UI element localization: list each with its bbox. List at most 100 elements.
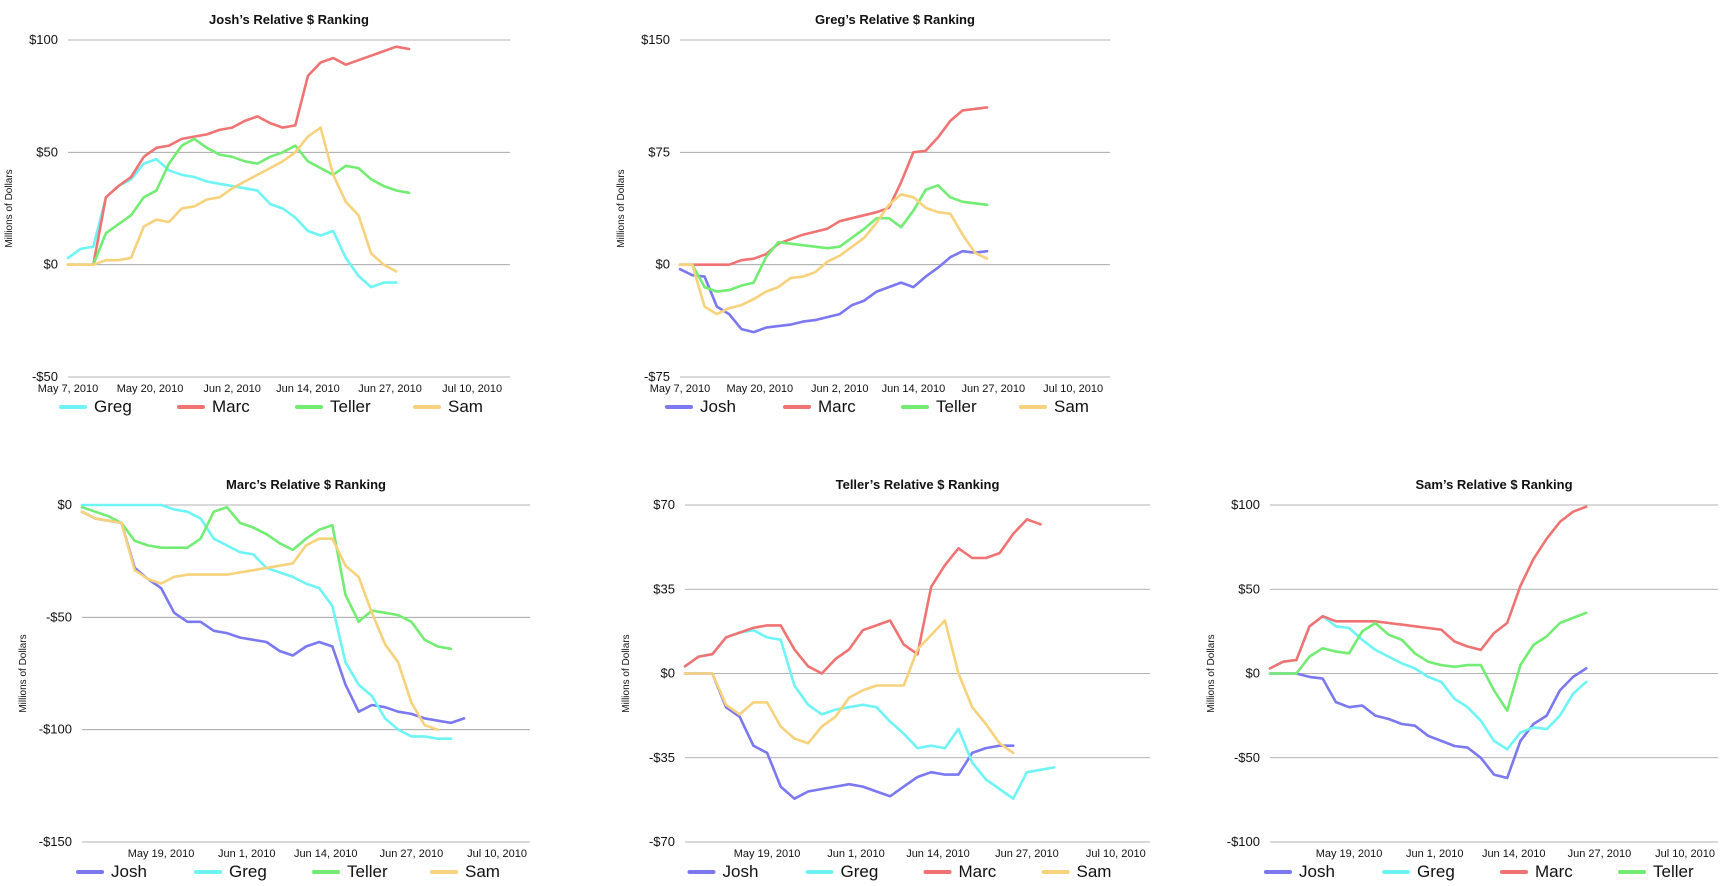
y-tick-label: -$150 — [39, 834, 72, 849]
x-tick-label: Jun 2, 2010 — [811, 383, 869, 395]
legend-label-josh: Josh — [723, 862, 759, 881]
series-line-marc — [678, 106, 989, 267]
x-tick-label: Jun 2, 2010 — [203, 383, 261, 395]
legend-label-sam: Sam — [1054, 397, 1089, 416]
y-tick-label: $0 — [1246, 666, 1260, 681]
legend-label-marc: Marc — [818, 397, 856, 416]
chart-title: Josh’s Relative $ Ranking — [209, 12, 369, 27]
legend-label-sam: Sam — [1077, 862, 1112, 881]
x-tick-label: Jul 10, 2010 — [442, 383, 502, 395]
series-line-josh — [678, 249, 989, 334]
x-tick-label: Jun 27, 2010 — [961, 383, 1025, 395]
chart-sam: Sam’s Relative $ Ranking Millions of Doll… — [1206, 477, 1718, 881]
series-line-greg — [1268, 614, 1588, 751]
x-tick-label: Jun 14, 2010 — [906, 848, 970, 860]
y-tick-label: $50 — [1238, 581, 1260, 596]
y-tick-label: $100 — [1231, 497, 1260, 512]
legend-label-marc: Marc — [959, 862, 997, 881]
y-axis-label: Millions of Dollars — [616, 169, 627, 247]
y-axis-label: Millions of Dollars — [4, 169, 15, 247]
x-tick-label: Jul 10, 2010 — [467, 848, 527, 860]
x-tick-label: Jun 1, 2010 — [218, 848, 276, 860]
legend-label-greg: Greg — [841, 862, 879, 881]
legend-label-josh: Josh — [700, 397, 736, 416]
chart-title: Teller’s Relative $ Ranking — [836, 477, 1000, 492]
legend-label-sam: Sam — [448, 397, 483, 416]
x-tick-label: May 7, 2010 — [38, 383, 99, 395]
y-tick-label: $75 — [648, 144, 670, 159]
x-tick-label: Jul 10, 2010 — [1086, 848, 1146, 860]
series-line-sam — [66, 126, 398, 273]
y-tick-label: $0 — [656, 257, 670, 272]
legend-label-marc: Marc — [1535, 862, 1573, 881]
x-tick-label: Jun 1, 2010 — [1406, 848, 1464, 860]
series-line-teller — [66, 137, 411, 267]
x-tick-label: Jul 10, 2010 — [1655, 848, 1715, 860]
chart-teller: Teller’s Relative $ Ranking Millions of D… — [621, 477, 1150, 881]
x-tick-label: May 19, 2010 — [1316, 848, 1383, 860]
x-tick-label: Jun 27, 2010 — [358, 383, 422, 395]
legend-label-greg: Greg — [94, 397, 132, 416]
x-tick-label: Jun 1, 2010 — [827, 848, 885, 860]
legend-label-teller: Teller — [330, 397, 371, 416]
series-line-marc — [1268, 505, 1588, 670]
x-tick-label: Jun 14, 2010 — [882, 383, 946, 395]
y-tick-label: -$100 — [39, 722, 72, 737]
series-line-josh — [1268, 667, 1588, 780]
legend-label-sam: Sam — [465, 862, 500, 881]
x-tick-label: Jun 14, 2010 — [276, 383, 340, 395]
legend-label-greg: Greg — [229, 862, 267, 881]
chart-title: Sam’s Relative $ Ranking — [1415, 477, 1572, 492]
series-line-teller — [80, 505, 453, 651]
x-tick-label: May 7, 2010 — [650, 383, 711, 395]
x-tick-label: May 20, 2010 — [117, 383, 184, 395]
x-tick-label: Jun 14, 2010 — [1482, 848, 1546, 860]
y-axis-label: Millions of Dollars — [621, 634, 632, 712]
y-tick-label: $35 — [653, 581, 675, 596]
legend-label-marc: Marc — [212, 397, 250, 416]
series-line-sam — [683, 619, 1015, 755]
y-tick-label: $70 — [653, 497, 675, 512]
y-tick-label: $0 — [58, 497, 72, 512]
legend-label-teller: Teller — [936, 397, 977, 416]
y-tick-label: $50 — [36, 144, 58, 159]
series-line-teller — [1268, 611, 1588, 712]
y-tick-label: -$70 — [649, 834, 675, 849]
y-tick-label: -$75 — [644, 369, 670, 384]
x-tick-label: May 19, 2010 — [128, 848, 195, 860]
legend-label-teller: Teller — [347, 862, 388, 881]
series-line-greg — [80, 503, 453, 741]
x-tick-label: Jul 10, 2010 — [1043, 383, 1103, 395]
chart-title: Marc’s Relative $ Ranking — [226, 477, 386, 492]
y-tick-label: $0 — [661, 666, 675, 681]
y-tick-label: $150 — [641, 32, 670, 47]
x-tick-label: May 19, 2010 — [734, 848, 801, 860]
series-line-greg — [66, 157, 398, 289]
y-tick-label: -$50 — [1234, 750, 1260, 765]
y-axis-label: Millions of Dollars — [18, 634, 29, 712]
y-axis-label: Millions of Dollars — [1206, 634, 1217, 712]
y-tick-label: $0 — [44, 257, 58, 272]
series-line-sam — [80, 510, 440, 732]
chart-josh: Josh’s Relative $ Ranking Millions of Dol… — [4, 12, 510, 416]
y-tick-label: -$35 — [649, 750, 675, 765]
x-tick-label: Jun 27, 2010 — [1568, 848, 1632, 860]
chart-marc: Marc’s Relative $ Ranking Millions of Dol… — [18, 477, 530, 881]
legend-label-teller: Teller — [1653, 862, 1694, 881]
chart-greg: Greg’s Relative $ Ranking Millions of Dol… — [616, 12, 1110, 416]
y-tick-label: -$100 — [1227, 834, 1260, 849]
series-line-marc — [683, 518, 1042, 675]
chart-title: Greg’s Relative $ Ranking — [815, 12, 975, 27]
series-line-sam — [678, 193, 989, 316]
x-tick-label: Jun 27, 2010 — [995, 848, 1059, 860]
y-tick-label: -$50 — [46, 609, 72, 624]
series-line-marc — [66, 45, 411, 267]
legend-label-josh: Josh — [111, 862, 147, 881]
legend-label-greg: Greg — [1417, 862, 1455, 881]
x-tick-label: Jun 14, 2010 — [294, 848, 358, 860]
series-line-josh — [683, 672, 1015, 801]
legend-label-josh: Josh — [1299, 862, 1335, 881]
y-tick-label: -$50 — [32, 369, 58, 384]
x-tick-label: Jun 27, 2010 — [380, 848, 444, 860]
